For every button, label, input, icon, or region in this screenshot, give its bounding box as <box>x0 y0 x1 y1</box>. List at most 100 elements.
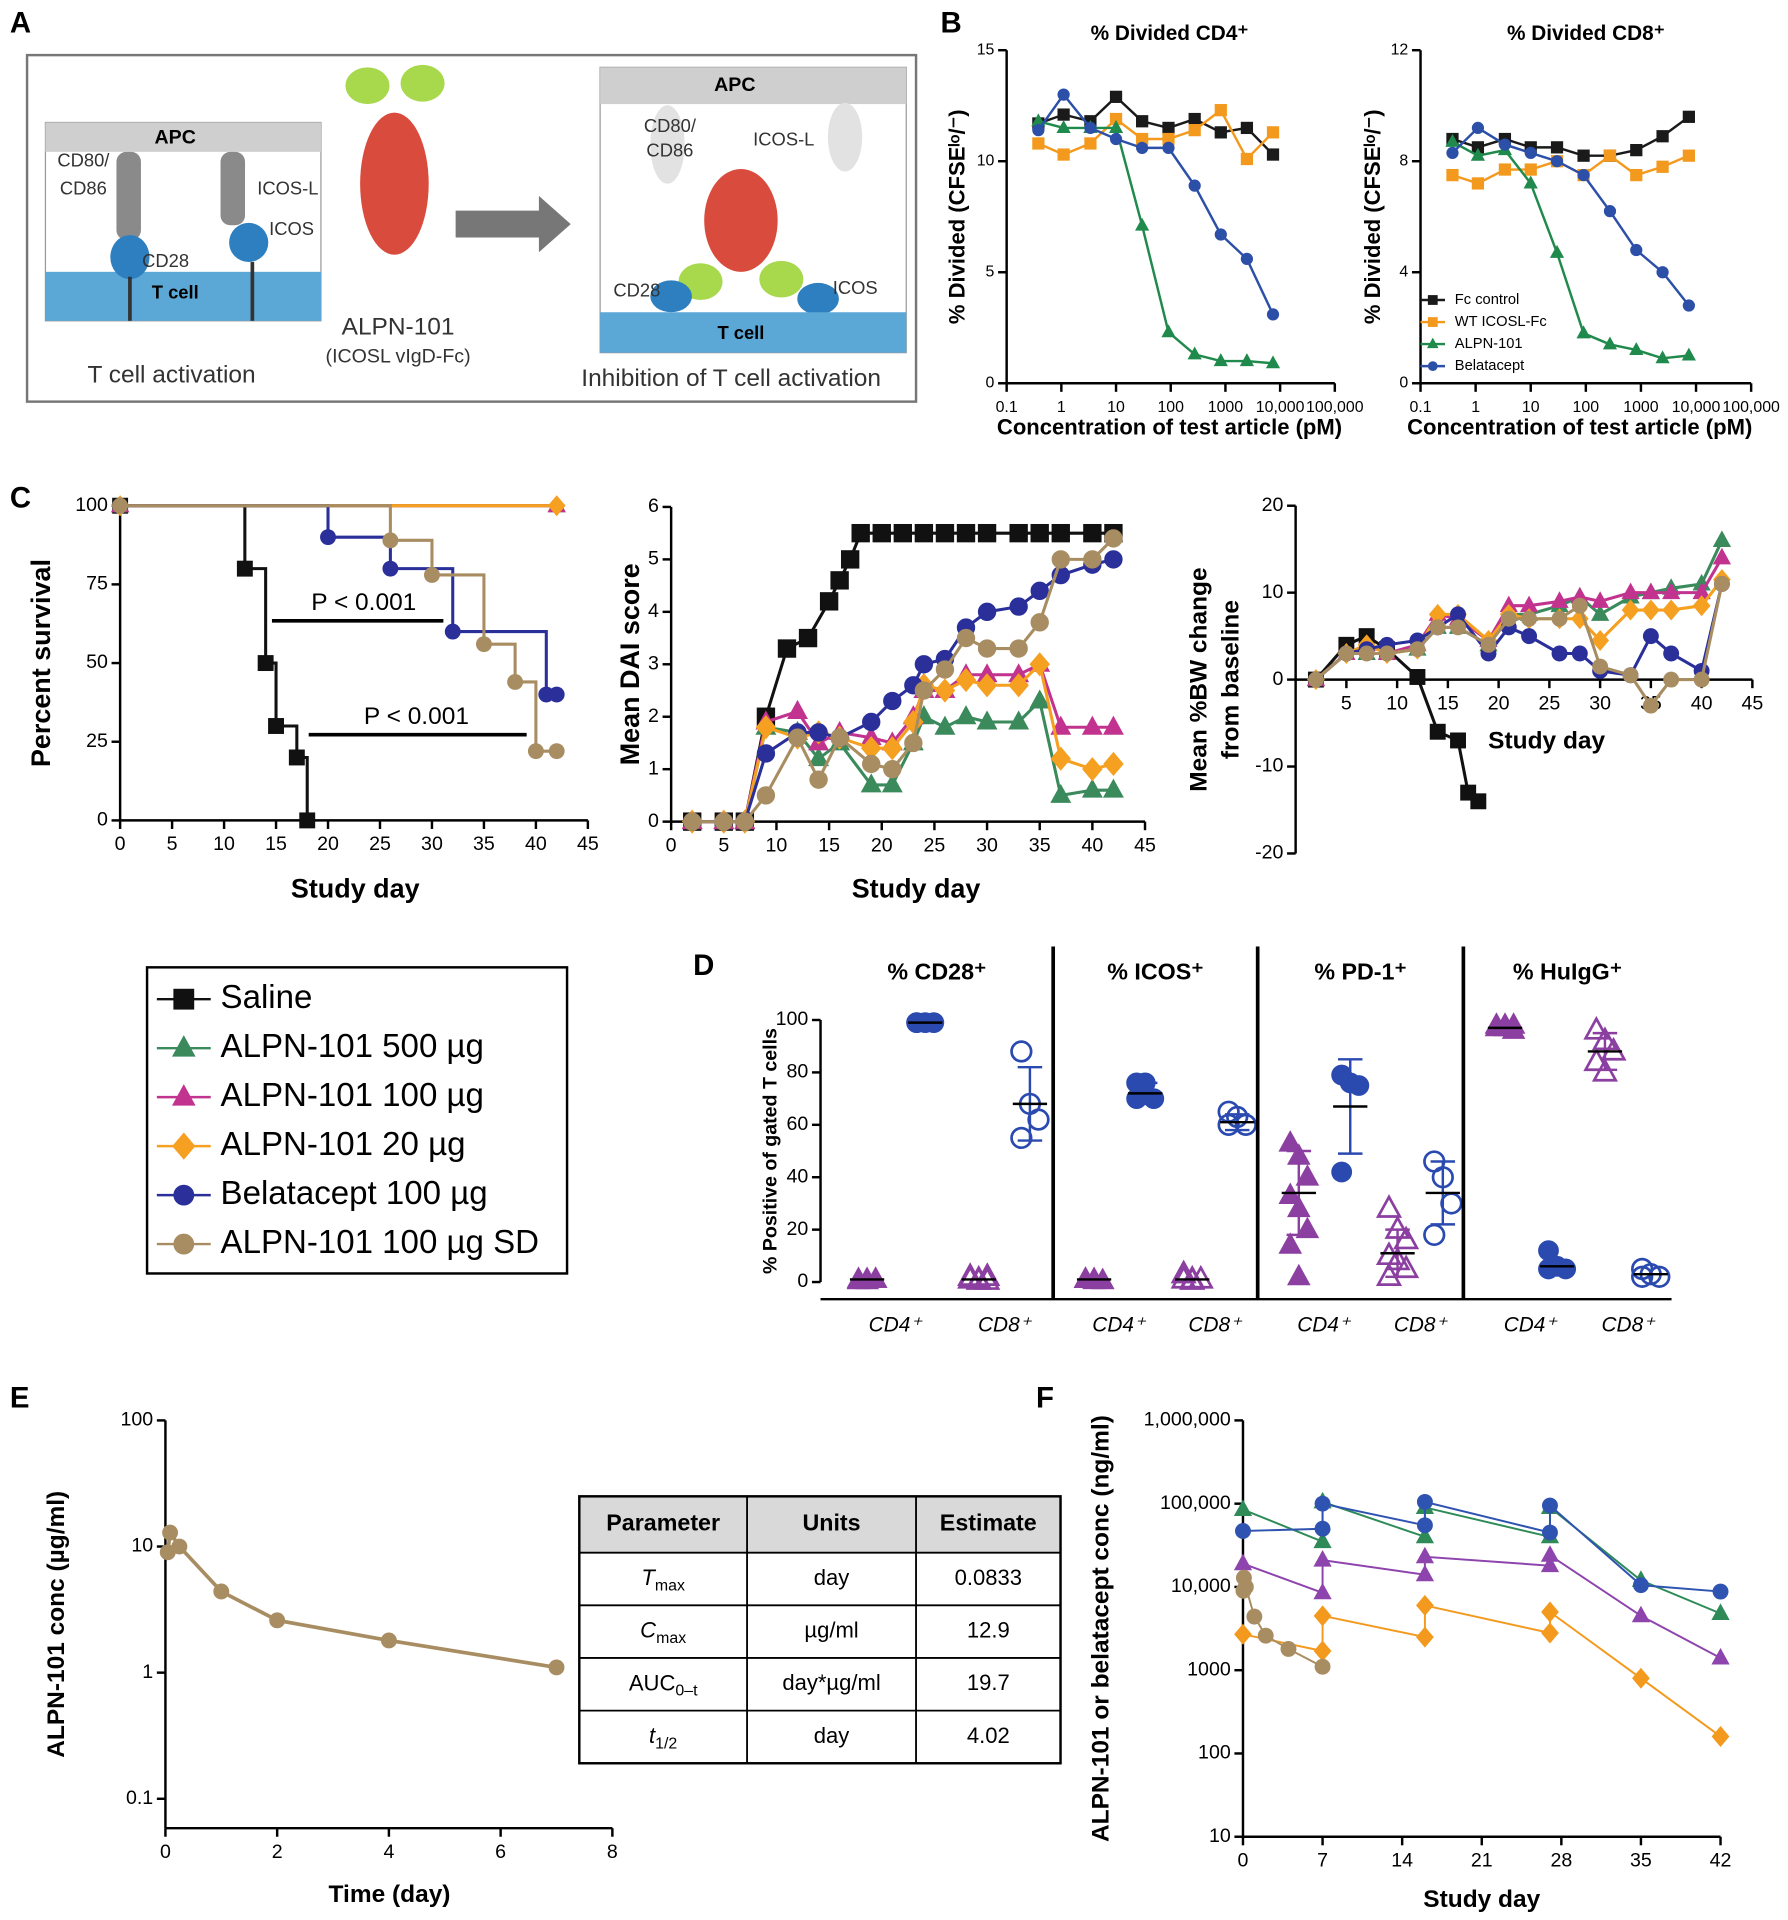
parameter-symbol: T <box>641 1565 656 1590</box>
molecule <box>110 235 150 280</box>
data-point <box>1682 110 1695 123</box>
data-point <box>1375 1194 1403 1218</box>
y-axis-label: % Positive of gated T cells <box>760 1028 782 1274</box>
data-point <box>1240 252 1254 266</box>
table-frame <box>578 1495 1062 1765</box>
data-point <box>1682 149 1695 162</box>
data-point <box>1583 1015 1610 1040</box>
data-point <box>1629 342 1644 355</box>
label: APC <box>714 74 755 96</box>
series-line <box>1452 115 1690 157</box>
data-point <box>1470 147 1486 161</box>
data-point <box>1313 1531 1332 1549</box>
data-point <box>1540 1545 1560 1562</box>
data-point <box>1630 143 1643 157</box>
x-tick-label: 0.1 <box>996 399 1018 416</box>
data-point <box>1314 1520 1331 1537</box>
data-point <box>1032 137 1045 150</box>
data-point <box>1600 1036 1627 1061</box>
x-tick-label: CD4⁺ <box>1092 1314 1147 1337</box>
data-point <box>882 736 903 761</box>
x-tick-label: 40 <box>1691 692 1713 714</box>
data-point <box>1692 595 1711 617</box>
data-point <box>1524 163 1537 176</box>
data-point <box>1712 1583 1729 1600</box>
data-point <box>1632 1577 1649 1594</box>
data-point <box>1571 645 1588 662</box>
table-cell: 19.7 <box>967 1670 1010 1695</box>
data-point <box>1662 599 1681 621</box>
data-point <box>1602 336 1618 350</box>
y-tick-label: 1,000,000 <box>1144 1409 1231 1431</box>
data-point <box>1393 1225 1420 1250</box>
data-point <box>1621 599 1640 621</box>
data-point <box>1524 146 1537 160</box>
arrow <box>455 195 571 253</box>
data-point <box>955 667 977 693</box>
drug-domain <box>345 67 390 105</box>
data-point <box>1102 715 1124 735</box>
parameter-symbol: C <box>640 1617 657 1642</box>
data-point <box>268 718 284 734</box>
y-tick-label: 40 <box>787 1165 809 1187</box>
x-tick-label: 0 <box>666 834 677 856</box>
data-point <box>1257 1627 1274 1644</box>
y-tick-label: 3 <box>648 652 659 674</box>
y-tick-label: 75 <box>86 573 108 595</box>
data-point <box>1029 689 1051 709</box>
data-point <box>1109 132 1123 146</box>
x-tick-label: CD8⁺ <box>1602 1314 1657 1337</box>
x-axis-label: Time (day) <box>329 1881 451 1908</box>
series-line <box>1038 120 1274 365</box>
x-tick-label: 0 <box>1238 1849 1249 1871</box>
data-point <box>683 812 702 831</box>
data-point <box>1521 628 1538 645</box>
molecule <box>650 280 692 313</box>
x-tick-label: 14 <box>1391 1849 1413 1871</box>
table-cell: day <box>814 1565 850 1590</box>
table-cell: t1/2 <box>649 1723 677 1753</box>
x-tick-label: 5 <box>167 833 178 855</box>
legend-marker <box>1427 361 1438 372</box>
data-point <box>830 571 849 590</box>
x-tick-label: 15 <box>265 833 287 855</box>
x-tick-label: 25 <box>369 833 391 855</box>
molecule <box>116 151 141 240</box>
label: ICOS-L <box>257 178 318 199</box>
data-point <box>735 812 755 831</box>
parameter-subscript: max <box>656 1630 686 1647</box>
series-line <box>165 1527 557 1670</box>
parameter-symbol: t <box>649 1723 656 1748</box>
table-cell: µg/ml <box>804 1617 858 1642</box>
series-line <box>120 504 557 697</box>
data-point <box>976 710 998 730</box>
x-tick-label: 100 <box>1157 399 1184 416</box>
x-tick-label: 45 <box>577 833 599 855</box>
y-tick-label: 0 <box>1272 668 1283 690</box>
x-tick-label: 10 <box>766 834 788 856</box>
data-point <box>1655 350 1670 364</box>
data-point <box>1415 1564 1435 1582</box>
data-point <box>809 770 828 789</box>
data-point <box>1711 1647 1730 1665</box>
data-point <box>1027 1108 1050 1131</box>
legend-label: Saline <box>221 979 313 1016</box>
y-axis-label: ALPN-101 or belatacept conc (ng/ml) <box>1088 1415 1115 1842</box>
data-point <box>1307 671 1324 688</box>
data-point <box>1126 1088 1148 1110</box>
parameter-subscript: 0–t <box>675 1683 698 1700</box>
y-axis-label: Percent survival <box>26 559 56 767</box>
ghost-molecule <box>650 105 685 184</box>
data-point <box>1313 1550 1332 1567</box>
data-point <box>1010 1126 1033 1150</box>
data-point <box>1313 1640 1332 1662</box>
y-tick-label: 1 <box>142 1661 153 1683</box>
y-tick-label: 4 <box>648 600 659 622</box>
data-point <box>1471 121 1485 135</box>
legend-label: Belatacept 100 µg <box>221 1175 488 1212</box>
y-tick-label: 50 <box>86 651 108 673</box>
data-point <box>881 773 903 793</box>
data-point <box>1051 550 1070 569</box>
data-point <box>840 550 860 569</box>
